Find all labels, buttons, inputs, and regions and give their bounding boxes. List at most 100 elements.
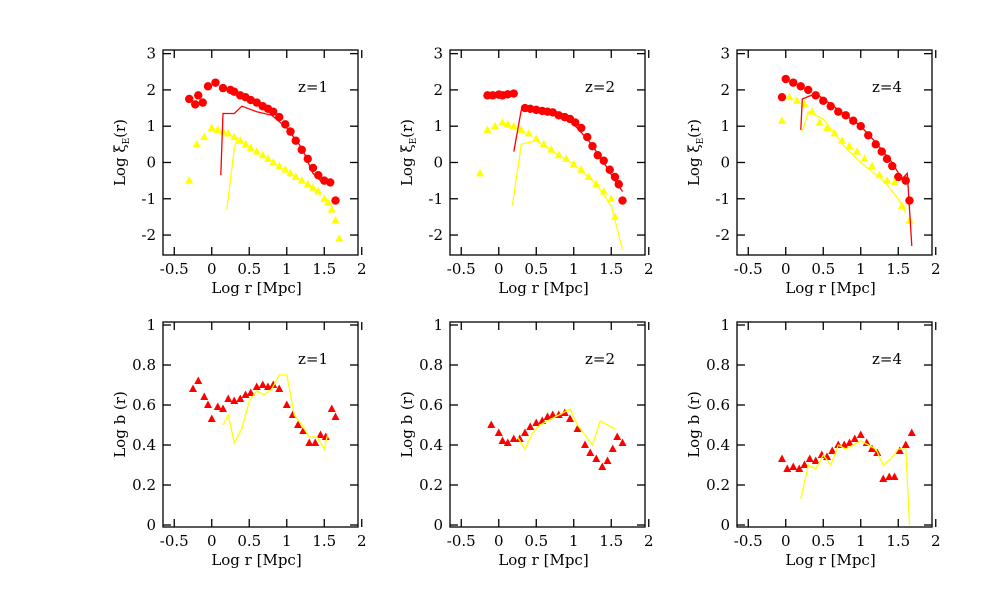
point xyxy=(219,404,227,412)
x-tick-label: 0 xyxy=(207,260,217,278)
x-tick-label: 1 xyxy=(282,532,292,550)
point xyxy=(543,412,552,420)
point xyxy=(838,136,846,144)
x-tick-label: 1.5 xyxy=(599,532,623,550)
point xyxy=(834,107,843,116)
point xyxy=(890,177,899,186)
y-axis-label-end: (r) xyxy=(398,119,416,138)
x-tick-label: 1.5 xyxy=(312,260,336,278)
point xyxy=(476,168,484,177)
y-axis-label-main: Log ξ xyxy=(111,144,129,186)
point xyxy=(503,119,512,128)
line xyxy=(220,105,329,184)
x-tick-label: 0 xyxy=(494,260,504,278)
point xyxy=(269,157,278,166)
x-tick-label: 0.5 xyxy=(524,260,548,278)
point xyxy=(905,216,914,224)
point xyxy=(509,121,518,130)
point xyxy=(521,428,529,436)
y-tick-label: 0 xyxy=(146,153,156,171)
point xyxy=(860,154,869,162)
y-axis-label: Log ξE(r) xyxy=(398,119,419,186)
y-tick-label: 0 xyxy=(433,516,443,534)
plot-frame xyxy=(449,49,646,256)
point xyxy=(877,147,886,156)
point xyxy=(213,125,222,133)
x-tick-label: 0 xyxy=(781,260,791,278)
x-tick-label: 2 xyxy=(931,260,941,278)
point xyxy=(241,139,250,148)
point xyxy=(592,454,601,462)
point xyxy=(793,96,801,104)
point xyxy=(796,82,805,91)
y-axis-label-end: (r) xyxy=(685,119,703,138)
point xyxy=(297,176,306,184)
point xyxy=(224,128,233,137)
x-tick-label: 2 xyxy=(644,532,654,550)
point xyxy=(539,139,548,148)
y-axis-label: Log b (r) xyxy=(685,391,703,458)
x-tick-label: -0.5 xyxy=(447,260,476,278)
x-tick-label: 0.5 xyxy=(237,532,261,550)
point xyxy=(252,382,261,390)
y-axis-label-main: Log b (r) xyxy=(111,391,129,458)
point xyxy=(494,428,503,436)
annotation: z=2 xyxy=(585,78,615,96)
y-tick-label: 0 xyxy=(720,153,730,171)
point xyxy=(236,136,245,144)
point xyxy=(856,430,865,438)
point xyxy=(198,98,207,107)
y-axis-label: Log b (r) xyxy=(111,391,129,458)
point xyxy=(845,141,854,150)
annotation: z=4 xyxy=(872,350,902,368)
x-tick-label: 0.5 xyxy=(811,260,835,278)
point xyxy=(275,161,284,170)
point xyxy=(327,205,336,213)
point xyxy=(305,438,314,446)
point xyxy=(577,165,586,173)
x-tick-label: -0.5 xyxy=(734,532,763,550)
y-axis-label-main: Log b (r) xyxy=(398,391,416,458)
y-tick-label: 3 xyxy=(146,45,156,63)
y-axis-label: Log ξE(r) xyxy=(685,119,706,186)
point xyxy=(203,82,213,91)
plot-frame xyxy=(736,321,933,528)
point xyxy=(789,78,798,87)
point xyxy=(264,154,272,162)
point xyxy=(811,91,820,100)
x-tick-label: -0.5 xyxy=(160,532,189,550)
y-tick-label: 2 xyxy=(720,81,730,99)
point xyxy=(613,432,622,440)
point xyxy=(241,390,250,398)
point xyxy=(603,456,612,464)
y-tick-label: 0.8 xyxy=(706,356,730,374)
point xyxy=(517,125,526,133)
point xyxy=(246,388,255,396)
y-tick-label: 0.6 xyxy=(419,396,443,414)
x-tick-label: 1 xyxy=(569,532,579,550)
x-tick-label: 0 xyxy=(781,532,791,550)
y-tick-label: 0.4 xyxy=(419,436,443,454)
point xyxy=(269,107,278,116)
point xyxy=(211,78,220,87)
line xyxy=(511,140,624,250)
y-tick-label: 1 xyxy=(720,117,730,135)
point xyxy=(503,438,512,446)
point xyxy=(331,216,340,224)
y-tick-label: -1 xyxy=(141,190,156,208)
y-axis-label: Log ξE(r) xyxy=(111,119,132,186)
point xyxy=(819,96,828,105)
point xyxy=(845,438,854,446)
x-tick-label: 1 xyxy=(569,260,579,278)
point xyxy=(828,446,837,454)
x-axis-label: Log r [Mpc] xyxy=(785,551,875,569)
point xyxy=(192,139,201,148)
line xyxy=(800,92,913,246)
point xyxy=(335,234,344,242)
x-tick-label: 0.5 xyxy=(237,260,261,278)
point xyxy=(200,392,209,400)
y-tick-label: 2 xyxy=(433,81,443,99)
point xyxy=(311,438,320,446)
